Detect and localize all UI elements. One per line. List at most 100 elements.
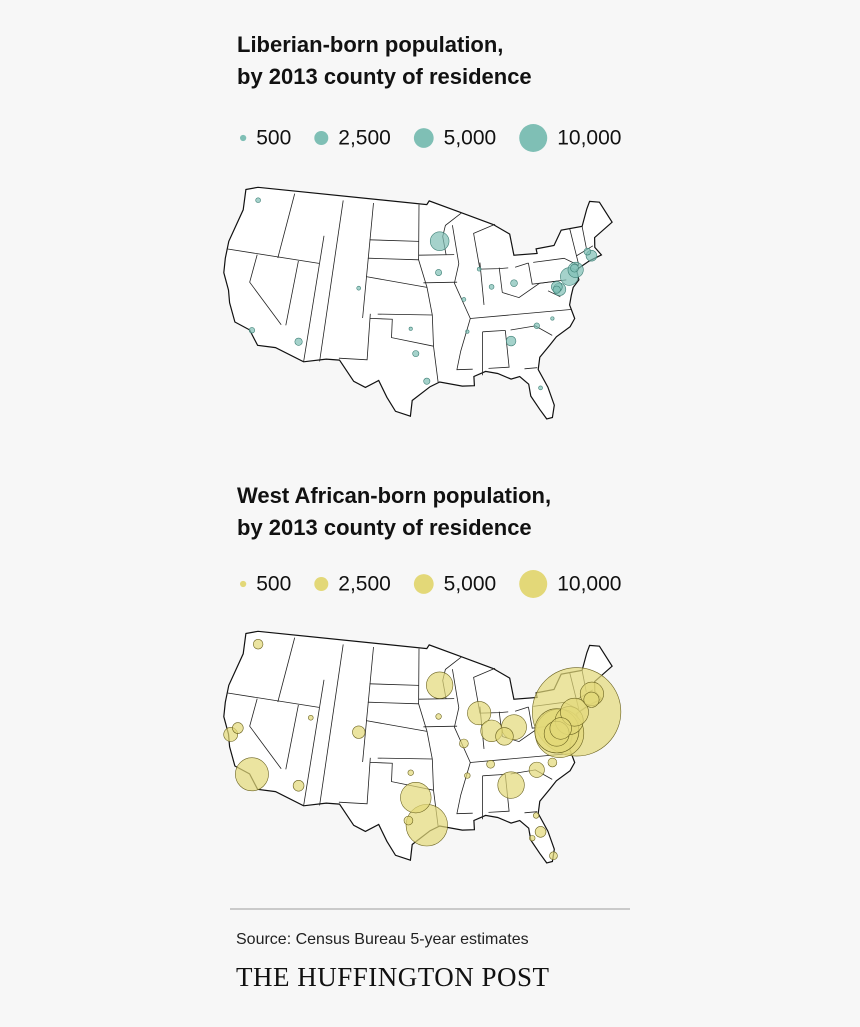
legend-circle <box>240 580 247 588</box>
state-border <box>303 679 325 806</box>
legend-label: 5,000 <box>444 573 497 596</box>
county-bubble <box>423 377 431 385</box>
county-bubble <box>294 337 303 346</box>
state-border <box>418 204 439 383</box>
state-border <box>514 262 529 268</box>
state-border <box>362 202 374 319</box>
state-border <box>524 367 538 370</box>
county-bubble <box>552 285 561 294</box>
county-bubble <box>408 326 413 331</box>
county-bubble <box>435 269 443 276</box>
state-border <box>277 637 296 703</box>
county-bubble <box>570 263 579 273</box>
county-bubble <box>583 247 592 256</box>
state-border <box>249 698 282 770</box>
county-bubble <box>352 725 366 739</box>
legend-label: 10,000 <box>557 573 621 596</box>
legend-circle <box>519 570 548 598</box>
county-bubble <box>529 835 536 842</box>
state-border <box>418 648 439 827</box>
state-border <box>319 200 344 362</box>
legend-label: 500 <box>256 127 291 150</box>
state-border <box>470 309 573 319</box>
legend-label: 2,500 <box>338 127 391 150</box>
state-border <box>418 698 455 700</box>
county-bubble <box>510 279 518 287</box>
state-border <box>285 704 299 770</box>
map-panel: Liberian-born population, by 2013 county … <box>223 32 621 420</box>
county-bubble <box>560 697 589 727</box>
county-bubble <box>583 691 600 708</box>
county-bubble <box>476 266 482 272</box>
state-border <box>524 811 538 814</box>
map-title: by 2013 county of residence <box>237 64 532 89</box>
county-bubble <box>505 335 517 347</box>
state-border <box>581 226 587 248</box>
legend-label: 2,500 <box>338 573 391 596</box>
legend-circle <box>314 131 329 145</box>
county-bubble <box>459 738 469 749</box>
state-border <box>423 725 458 728</box>
county-bubble <box>308 714 314 721</box>
county-bubble <box>486 759 495 769</box>
state-border <box>569 228 580 266</box>
state-border <box>285 260 299 326</box>
county-bubble <box>528 761 545 778</box>
state-border <box>227 692 320 708</box>
county-bubble <box>255 197 261 203</box>
state-border <box>418 254 455 256</box>
state-border <box>227 248 320 264</box>
county-bubble <box>232 722 244 734</box>
state-border <box>423 281 458 284</box>
legend-circle <box>413 128 434 148</box>
county-bubble <box>538 385 543 391</box>
county-bubble <box>497 771 525 799</box>
legend-label: 5,000 <box>444 127 497 150</box>
map-title: West African-born population, <box>237 483 551 508</box>
state-border <box>362 646 374 763</box>
state-border <box>482 330 506 333</box>
county-bubble <box>429 231 450 251</box>
county-bubble <box>426 671 454 699</box>
legend-label: 500 <box>256 573 291 596</box>
state-border <box>303 235 325 362</box>
state-border <box>277 193 296 259</box>
legend-circle <box>314 577 329 591</box>
state-border <box>369 239 419 242</box>
county-bubble <box>292 779 305 792</box>
county-bubble <box>252 639 264 650</box>
county-bubble <box>400 781 432 814</box>
state-border <box>502 280 558 299</box>
county-bubble <box>467 701 492 726</box>
county-bubble <box>547 757 558 768</box>
map-title: Liberian-born population, <box>237 32 503 57</box>
map-panel: West African-born population, by 2013 cou… <box>223 483 621 864</box>
state-border <box>319 644 344 806</box>
county-bubble <box>550 316 555 321</box>
state-border <box>369 318 434 347</box>
legend-circle <box>519 124 548 152</box>
county-bubble <box>533 322 540 329</box>
brand: THE HUFFINGTON POST <box>236 962 550 992</box>
county-bubble <box>464 772 471 779</box>
state-border <box>547 290 561 298</box>
state-border <box>338 757 371 805</box>
state-border <box>482 774 506 777</box>
county-bubble <box>488 284 495 290</box>
county-bubble <box>407 769 414 776</box>
map-title: by 2013 county of residence <box>237 515 532 540</box>
county-bubble <box>461 297 467 302</box>
state-border <box>498 267 503 293</box>
county-bubble <box>435 713 442 720</box>
legend-circle <box>413 574 434 594</box>
state-border <box>377 757 433 760</box>
legend-circle <box>240 134 247 142</box>
legend-label: 10,000 <box>557 127 621 150</box>
state-border <box>249 254 282 326</box>
state-border <box>369 683 419 686</box>
county-bubble <box>465 329 470 334</box>
state-border <box>514 706 529 712</box>
us-outline <box>223 186 613 420</box>
